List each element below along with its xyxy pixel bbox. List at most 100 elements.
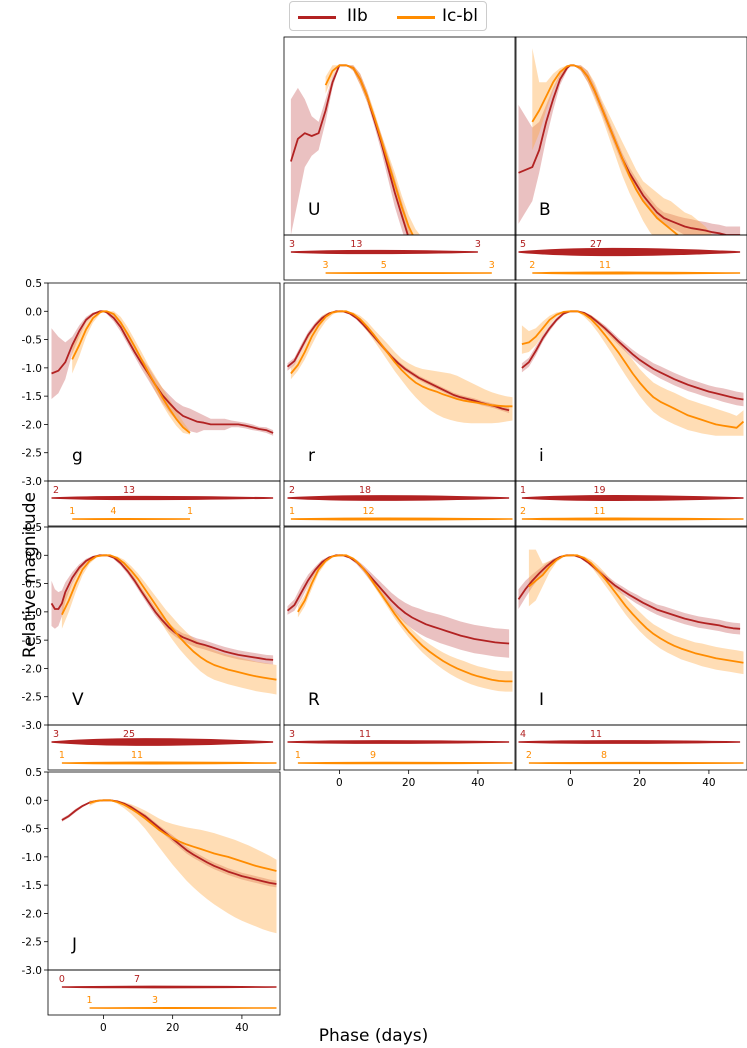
line-Ic-bl-i-4 bbox=[521, 310, 745, 429]
band-label-U-0: U bbox=[308, 200, 320, 220]
band-Ic-bl-r-3 bbox=[290, 311, 513, 424]
xtick-label-I-7-1: 20 bbox=[633, 777, 646, 789]
count-label-Ic-bl-i-4-0: 2 bbox=[520, 506, 526, 517]
count-bar-Ic-bl-J-8 bbox=[89, 1007, 277, 1009]
count-label-Ic-bl-g-2-0: 1 bbox=[69, 506, 75, 517]
count-label-IIb-r-3-1: 18 bbox=[359, 485, 371, 496]
ytick-label-J-8-7: -3.0 bbox=[22, 965, 43, 977]
count-label-Ic-bl-J-8-1: 3 bbox=[152, 995, 158, 1006]
band-Ic-bl-J-8 bbox=[89, 800, 277, 934]
plot-area-J-8 bbox=[61, 799, 277, 934]
count-strip-frame-R-6 bbox=[283, 724, 517, 771]
xtick-label-J-8-0: 0 bbox=[100, 1022, 107, 1034]
count-bar-Ic-bl-g-2 bbox=[72, 518, 190, 520]
legend-swatch-iib bbox=[298, 16, 336, 19]
count-bar-IIb-V-5 bbox=[51, 738, 274, 746]
xtick-label-I-7-0: 0 bbox=[567, 777, 574, 789]
ytick-label-g-2-5: -2.0 bbox=[22, 419, 43, 431]
count-label-IIb-i-4-1: 19 bbox=[593, 485, 605, 496]
count-label-Ic-bl-R-6-1: 9 bbox=[370, 750, 376, 761]
count-label-Ic-bl-I-7-1: 8 bbox=[601, 750, 607, 761]
count-bar-Ic-bl-V-5 bbox=[61, 761, 277, 765]
count-label-Ic-bl-V-5-1: 11 bbox=[131, 750, 143, 761]
count-label-IIb-J-8-0: 0 bbox=[59, 974, 65, 985]
line-IIb-r-3 bbox=[286, 310, 510, 412]
count-label-Ic-bl-R-6-0: 1 bbox=[295, 750, 301, 761]
line-IIb-U-0 bbox=[290, 64, 409, 235]
count-label-Ic-bl-r-3-0: 1 bbox=[289, 506, 295, 517]
ytick-label-V-5-4: -1.5 bbox=[22, 635, 43, 647]
count-label-IIb-U-0-1: 13 bbox=[350, 239, 362, 250]
band-label-V-5: V bbox=[72, 690, 84, 710]
xtick-label-I-7-2: 40 bbox=[702, 777, 715, 789]
legend-swatch-icbl bbox=[397, 16, 435, 19]
count-bar-Ic-bl-I-7 bbox=[528, 761, 744, 765]
xtick-label-J-8-2: 40 bbox=[235, 1022, 248, 1034]
count-bar-IIb-J-8 bbox=[61, 985, 277, 989]
count-label-Ic-bl-U-0-1: 5 bbox=[381, 260, 387, 271]
panel-V-5: V0.50.0-0.5-1.0-1.5-2.0-2.5-3.03 251 11 bbox=[22, 522, 281, 771]
count-strip-frame-I-7 bbox=[514, 724, 747, 771]
xtick-label-J-8-1: 20 bbox=[166, 1022, 179, 1034]
count-bar-Ic-bl-B-1 bbox=[532, 271, 741, 275]
line-Ic-bl-U-0 bbox=[324, 64, 414, 235]
line-Ic-bl-I-7 bbox=[528, 554, 744, 664]
ytick-label-g-2-7: -3.0 bbox=[22, 476, 43, 488]
plot-area-V-5 bbox=[50, 554, 277, 695]
count-bar-Ic-bl-i-4 bbox=[521, 517, 744, 521]
band-Ic-bl-I-7 bbox=[528, 549, 744, 675]
panel-B-1: B 5 27 2 11 bbox=[514, 36, 747, 281]
count-label-IIb-U-0-2: 3 bbox=[475, 239, 481, 250]
band-label-R-6: R bbox=[308, 690, 320, 710]
ytick-label-J-8-5: -2.0 bbox=[22, 908, 43, 920]
plot-area-g-2 bbox=[51, 310, 274, 436]
panel-frame-r-3 bbox=[283, 282, 517, 482]
ytick-label-V-5-6: -2.5 bbox=[22, 692, 43, 704]
plot-area-U-0 bbox=[290, 64, 421, 235]
plot-area-R-6 bbox=[286, 554, 513, 692]
count-label-IIb-I-7-1: 11 bbox=[590, 729, 602, 740]
legend: IIb Ic-bl bbox=[289, 1, 487, 31]
count-label-Ic-bl-V-5-0: 1 bbox=[59, 750, 65, 761]
plot-area-i-4 bbox=[521, 310, 745, 436]
band-label-I-7: I bbox=[539, 690, 544, 710]
count-label-Ic-bl-U-0-2: 3 bbox=[489, 260, 495, 271]
count-strip-frame-g-2 bbox=[47, 480, 281, 527]
count-bar-IIb-I-7 bbox=[518, 740, 741, 744]
count-label-Ic-bl-g-2-2: 1 bbox=[187, 506, 193, 517]
count-label-Ic-bl-B-1-1: 11 bbox=[599, 260, 611, 271]
band-label-J-8: J bbox=[71, 935, 77, 955]
count-label-Ic-bl-J-8-0: 1 bbox=[87, 995, 93, 1006]
ytick-label-V-5-2: -0.5 bbox=[22, 579, 43, 591]
panel-U-0: U3 13 33 5 3 bbox=[283, 36, 517, 281]
count-bar-IIb-R-6 bbox=[287, 740, 510, 744]
count-bar-IIb-r-3 bbox=[287, 495, 510, 501]
line-Ic-bl-r-3 bbox=[290, 310, 513, 408]
panel-g-2: g 0.5 0.0 -0.5 -1.0 -1.5 -2.0 -2.5 -3.0 2 13 1 4 1 bbox=[22, 278, 281, 527]
count-strip-frame-i-4 bbox=[514, 480, 747, 527]
count-label-IIb-V-5-1: 25 bbox=[123, 729, 135, 740]
count-label-Ic-bl-U-0-0: 3 bbox=[323, 260, 329, 271]
ytick-label-V-5-0: 0.5 bbox=[25, 522, 42, 534]
ytick-label-g-2-0: 0.5 bbox=[25, 278, 42, 290]
line-Ic-bl-V-5 bbox=[61, 554, 277, 681]
plot-area-I-7 bbox=[517, 549, 744, 675]
ytick-label-J-8-4: -1.5 bbox=[22, 880, 43, 892]
ytick-label-J-8-2: -0.5 bbox=[22, 824, 43, 836]
ytick-label-g-2-3: -1.0 bbox=[22, 363, 43, 375]
band-Ic-bl-R-6 bbox=[297, 555, 513, 692]
count-bar-IIb-U-0 bbox=[290, 249, 478, 255]
line-Ic-bl-g-2 bbox=[71, 310, 191, 434]
ytick-label-J-8-6: -2.5 bbox=[22, 937, 43, 949]
band-label-i-4: i bbox=[539, 446, 544, 466]
count-label-Ic-bl-r-3-1: 12 bbox=[362, 506, 374, 517]
line-IIb-R-6 bbox=[286, 554, 510, 645]
band-label-B-1: B bbox=[539, 200, 551, 220]
band-Ic-bl-U-0 bbox=[325, 65, 421, 235]
count-label-IIb-g-2-0: 2 bbox=[53, 485, 59, 496]
count-label-Ic-bl-g-2-1: 4 bbox=[110, 506, 116, 517]
line-Ic-bl-R-6 bbox=[297, 554, 513, 683]
band-label-g-2: g bbox=[72, 446, 83, 466]
count-label-IIb-V-5-0: 3 bbox=[53, 729, 59, 740]
count-bar-IIb-B-1 bbox=[518, 247, 741, 257]
